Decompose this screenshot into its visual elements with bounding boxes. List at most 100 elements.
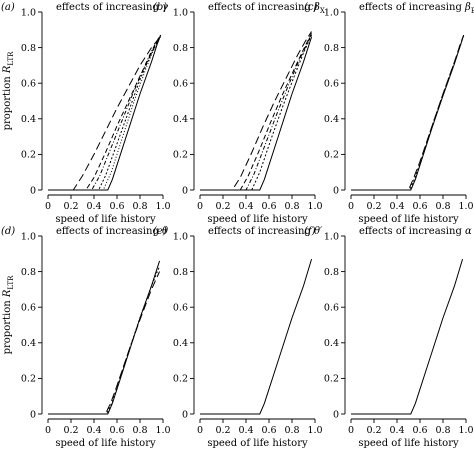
x-tick-label: 0.8 [284,425,299,436]
panel-title-symbol: α [465,226,472,237]
x-axis-title: speed of life history [358,438,459,449]
series-line-5 [48,34,162,191]
y-axis-title: proportion RLTR [2,51,15,131]
y-tick-label: 0.4 [324,114,339,125]
x-tick-label: 0 [45,201,51,212]
panel-title-symbol: β [464,2,471,13]
panel-b: 0 0.2 0.4 0.6 0.8 1.0 0 0.2 0.4 0.6 0.8 1.0 speed of… [153,2,325,225]
y-axis-title-prefix: proportion [2,297,13,354]
panel-letter: (a) [1,2,15,13]
y-tick-label: 0.8 [324,267,339,278]
panel-title-text: effects of increasing [359,2,465,13]
panel-title-text: effects of increasing [56,2,162,13]
panel-title: effects of increasing γ [56,2,168,13]
y-tick-label: 1.0 [173,231,188,242]
y-tick-label: 1.0 [21,7,36,18]
y-tick-label: 1.0 [324,7,339,18]
panel-title-text: effects of increasing [208,226,314,237]
y-tick-label: 0.6 [324,303,339,314]
panel-title-text: effects of increasing [208,2,314,13]
panel-title: effects of increasing θ [56,226,168,237]
y-tick-label: 0 [333,409,339,420]
x-tick-label: 0.4 [389,201,404,212]
series-line-6 [48,34,162,191]
x-tick-label: 0.6 [261,425,276,436]
panel-e: 0 0.2 0.4 0.6 0.8 1.0 0 0.2 0.4 0.6 0.8 1.0 speed of… [153,226,323,449]
x-axis-title: speed of life history [358,214,459,225]
x-tick-label: 0 [197,201,203,212]
y-tick-label: 0.2 [173,374,188,385]
x-tick-label: 0.2 [215,201,230,212]
x-tick-label: 0.4 [86,425,101,436]
y-tick-label: 0.2 [324,374,339,385]
y-tick-label: 0 [333,185,339,196]
y-tick-label: 0.6 [173,79,188,90]
y-tick-label: 0.4 [324,338,339,349]
y-axis-title-subscript: LTR [7,51,15,66]
x-tick-label: 0.8 [435,425,450,436]
series-line-2 [48,36,162,191]
x-tick-label: 0.2 [366,201,381,212]
y-tick-label: 0.2 [173,150,188,161]
y-tick-label: 0.8 [324,43,339,54]
y-tick-label: 0.8 [173,267,188,278]
x-axis-title: speed of life history [55,438,156,449]
x-axis-title: speed of life history [55,214,156,225]
y-tick-label: 0.8 [173,43,188,54]
y-tick-label: 0.4 [21,114,36,125]
x-tick-label: 0.4 [389,425,404,436]
x-tick-label: 0.8 [435,201,450,212]
panel-title-symbol: β [313,2,320,13]
y-axis-title-symbol: R [2,289,13,298]
x-tick-label: 0.4 [238,201,253,212]
series-line-2 [48,266,161,415]
series-line-5 [200,36,313,191]
panel-f: 0 0.2 0.4 0.6 0.8 1.0 0 0.2 0.4 0.6 0.8 1.0 speed of… [304,226,474,449]
panel-c: 0 0.2 0.4 0.6 0.8 1.0 0 0.2 0.4 0.6 0.8 1.0 speed of… [304,2,474,225]
panel-title-text: effects of increasing [359,226,465,237]
series-line-4 [200,34,313,191]
x-tick-label: 0 [197,425,203,436]
x-tick-label: 0.8 [132,201,147,212]
y-tick-label: 0.2 [21,374,36,385]
y-tick-label: 0.6 [21,303,36,314]
panel-letter: (f) [304,226,316,237]
y-tick-label: 1.0 [324,231,339,242]
panel-title-symbol: γ [162,2,168,13]
x-tick-label: 1.0 [155,425,170,436]
y-axis-title: proportion RLTR [2,275,15,355]
x-tick-label: 0.2 [366,425,381,436]
y-tick-label: 0 [30,409,36,420]
series-line-3 [48,260,161,415]
y-tick-label: 0.8 [21,267,36,278]
y-tick-label: 0.6 [21,79,36,90]
y-tick-label: 0.2 [324,150,339,161]
x-tick-label: 0.6 [412,201,427,212]
x-tick-label: 0.6 [109,201,124,212]
x-tick-label: 0.2 [63,425,78,436]
series-line-3 [351,34,465,191]
panel-a: 0 0.2 0.4 0.6 0.8 1.0 0 0.2 0.4 0.6 0.8 1.0 speed of… [1,2,171,225]
x-tick-label: 1.0 [458,201,473,212]
x-tick-label: 0.6 [412,425,427,436]
panel-letter: (b) [153,2,167,13]
series-line-1 [48,36,162,191]
panel-title: effects of increasing θ′ [208,226,323,237]
panel-title: effects of increasing α [359,226,472,237]
y-tick-label: 0 [182,409,188,420]
panel-title-symbol: θ′ [314,226,323,237]
series-line-1 [351,34,465,191]
y-tick-label: 0.4 [173,114,188,125]
panel-letter: (d) [1,226,15,237]
series-line-1 [200,31,312,191]
y-tick-label: 1.0 [21,231,36,242]
x-tick-label: 0.6 [261,201,276,212]
panel-letter: (e) [153,226,167,237]
series-line-1 [200,258,313,415]
series-line-1 [48,271,161,415]
y-tick-label: 1.0 [173,7,188,18]
panel-title: effects of increasing βE [359,2,474,15]
series-line-1 [351,258,464,415]
y-axis-title-subscript: LTR [7,275,15,290]
